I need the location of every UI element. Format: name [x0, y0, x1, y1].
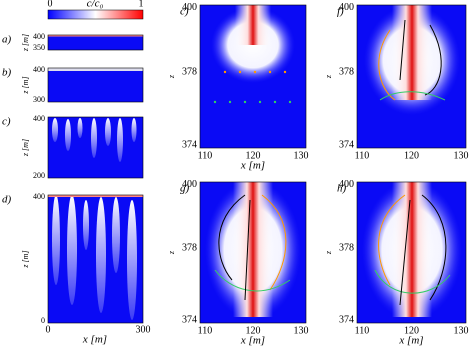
x-tick-label: 0 [46, 324, 51, 335]
y-tick-label: 400 [33, 65, 45, 74]
panel-label: a) [2, 34, 12, 46]
x-tick-label: 110 [355, 150, 370, 161]
y-tick-label: 378 [182, 67, 197, 78]
y-tick-label: 300 [33, 95, 45, 104]
x-tick-label: 110 [198, 150, 213, 161]
y-axis-label: z [m] [21, 250, 30, 268]
y-tick-label: 378 [339, 243, 354, 254]
panel-frame [356, 181, 467, 324]
panel-images [48, 35, 143, 323]
panel-frame [356, 4, 467, 149]
x-axis-label: x [m] [240, 160, 265, 172]
x-axis-label: x [m] [240, 335, 265, 346]
y-axis-label: z [167, 250, 176, 255]
panel-frame [47, 34, 144, 51]
y-tick-label: 200 [33, 171, 45, 180]
y-tick-label: 378 [339, 67, 354, 78]
y-tick-label: 400 [182, 179, 197, 190]
colorbar-min: 0 [48, 0, 53, 9]
panel-label: d) [2, 194, 12, 206]
panel-frame [47, 67, 144, 103]
panel-label: c) [180, 6, 189, 18]
x-axis-label: x [m] [82, 334, 107, 346]
x-tick-label: 130 [454, 150, 469, 161]
panel-frame [47, 116, 144, 179]
y-tick-label: 374 [339, 314, 354, 325]
y-tick-label: 374 [182, 314, 197, 325]
panel-frame [199, 4, 307, 149]
y-tick-label: 374 [339, 139, 354, 150]
y-tick-label: 400 [33, 114, 45, 123]
y-tick-label: 400 [33, 32, 45, 41]
colorbar-label: c/c₀ [87, 0, 104, 10]
panel-label: f) [337, 6, 344, 18]
y-tick-label: 350 [33, 43, 45, 52]
y-tick-label: 378 [182, 243, 197, 254]
panel-label: h) [337, 183, 347, 195]
panel-label: g) [180, 183, 190, 195]
y-tick-label: 374 [182, 139, 197, 150]
y-tick-label: 0 [41, 316, 45, 325]
x-axis-label: x [m] [398, 335, 423, 346]
x-tick-label: 130 [454, 325, 469, 336]
x-tick-label: 120 [246, 325, 261, 336]
y-tick-label: 400 [182, 2, 197, 13]
x-tick-label: 130 [294, 150, 309, 161]
y-axis-label: z [m] [21, 76, 30, 94]
x-tick-label: 110 [198, 325, 213, 336]
panel-frame [199, 181, 307, 324]
y-axis-label: z [324, 250, 333, 255]
panel-label: b) [2, 67, 12, 79]
y-axis-label: z [324, 74, 333, 79]
colorbar [47, 9, 144, 20]
panel-frame [47, 194, 144, 324]
panel-label: c) [2, 116, 11, 128]
x-tick-label: 300 [136, 324, 151, 335]
y-axis-label: z [167, 74, 176, 79]
y-tick-label: 400 [339, 2, 354, 13]
y-tick-label: 400 [33, 192, 45, 201]
y-axis-label: z [m] [21, 34, 30, 52]
y-tick-label: 400 [339, 179, 354, 190]
x-tick-label: 120 [404, 325, 419, 336]
plume-images [200, 5, 466, 323]
x-tick-label: 130 [294, 325, 309, 336]
x-tick-label: 120 [246, 150, 261, 161]
x-tick-label: 110 [355, 325, 370, 336]
colorbar-max: 1 [139, 0, 144, 9]
x-tick-label: 120 [404, 150, 419, 161]
y-axis-label: z [m] [21, 139, 30, 157]
